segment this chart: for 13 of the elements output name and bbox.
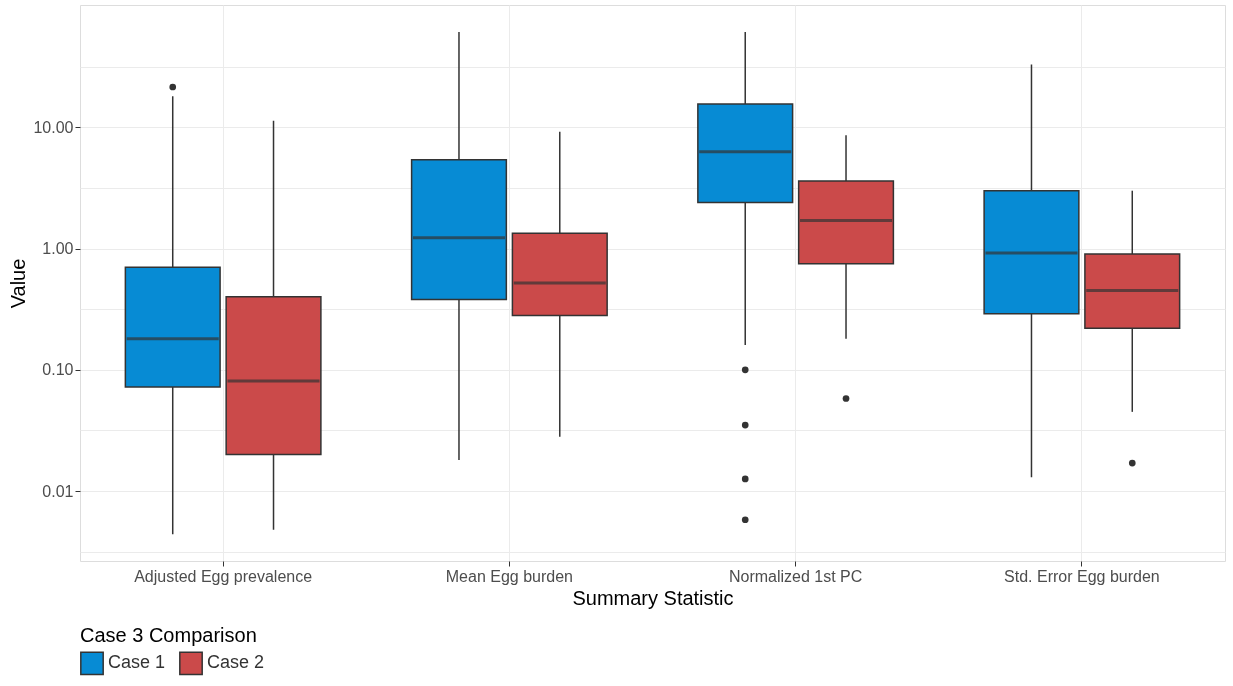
y-tick-label: 10.00	[33, 118, 74, 136]
x-tick-label: Mean Egg burden	[445, 567, 573, 585]
x-tick-label: Adjusted Egg prevalence	[134, 567, 313, 585]
legend-title: Case 3 Comparison	[80, 624, 257, 646]
x-tick-label: Normalized 1st PC	[728, 567, 863, 585]
y-tick-label: 1.00	[42, 240, 74, 258]
x-axis-title: Summary Statistic	[572, 586, 734, 609]
legend-label: Case 1	[108, 652, 166, 673]
legend-label: Case 2	[207, 652, 265, 673]
y-axis-title: Value	[7, 258, 30, 309]
x-tick-label: Std. Error Egg burden	[1004, 567, 1160, 585]
y-tick-label: 0.01	[42, 482, 74, 500]
y-tick-label: 0.10	[42, 361, 74, 379]
